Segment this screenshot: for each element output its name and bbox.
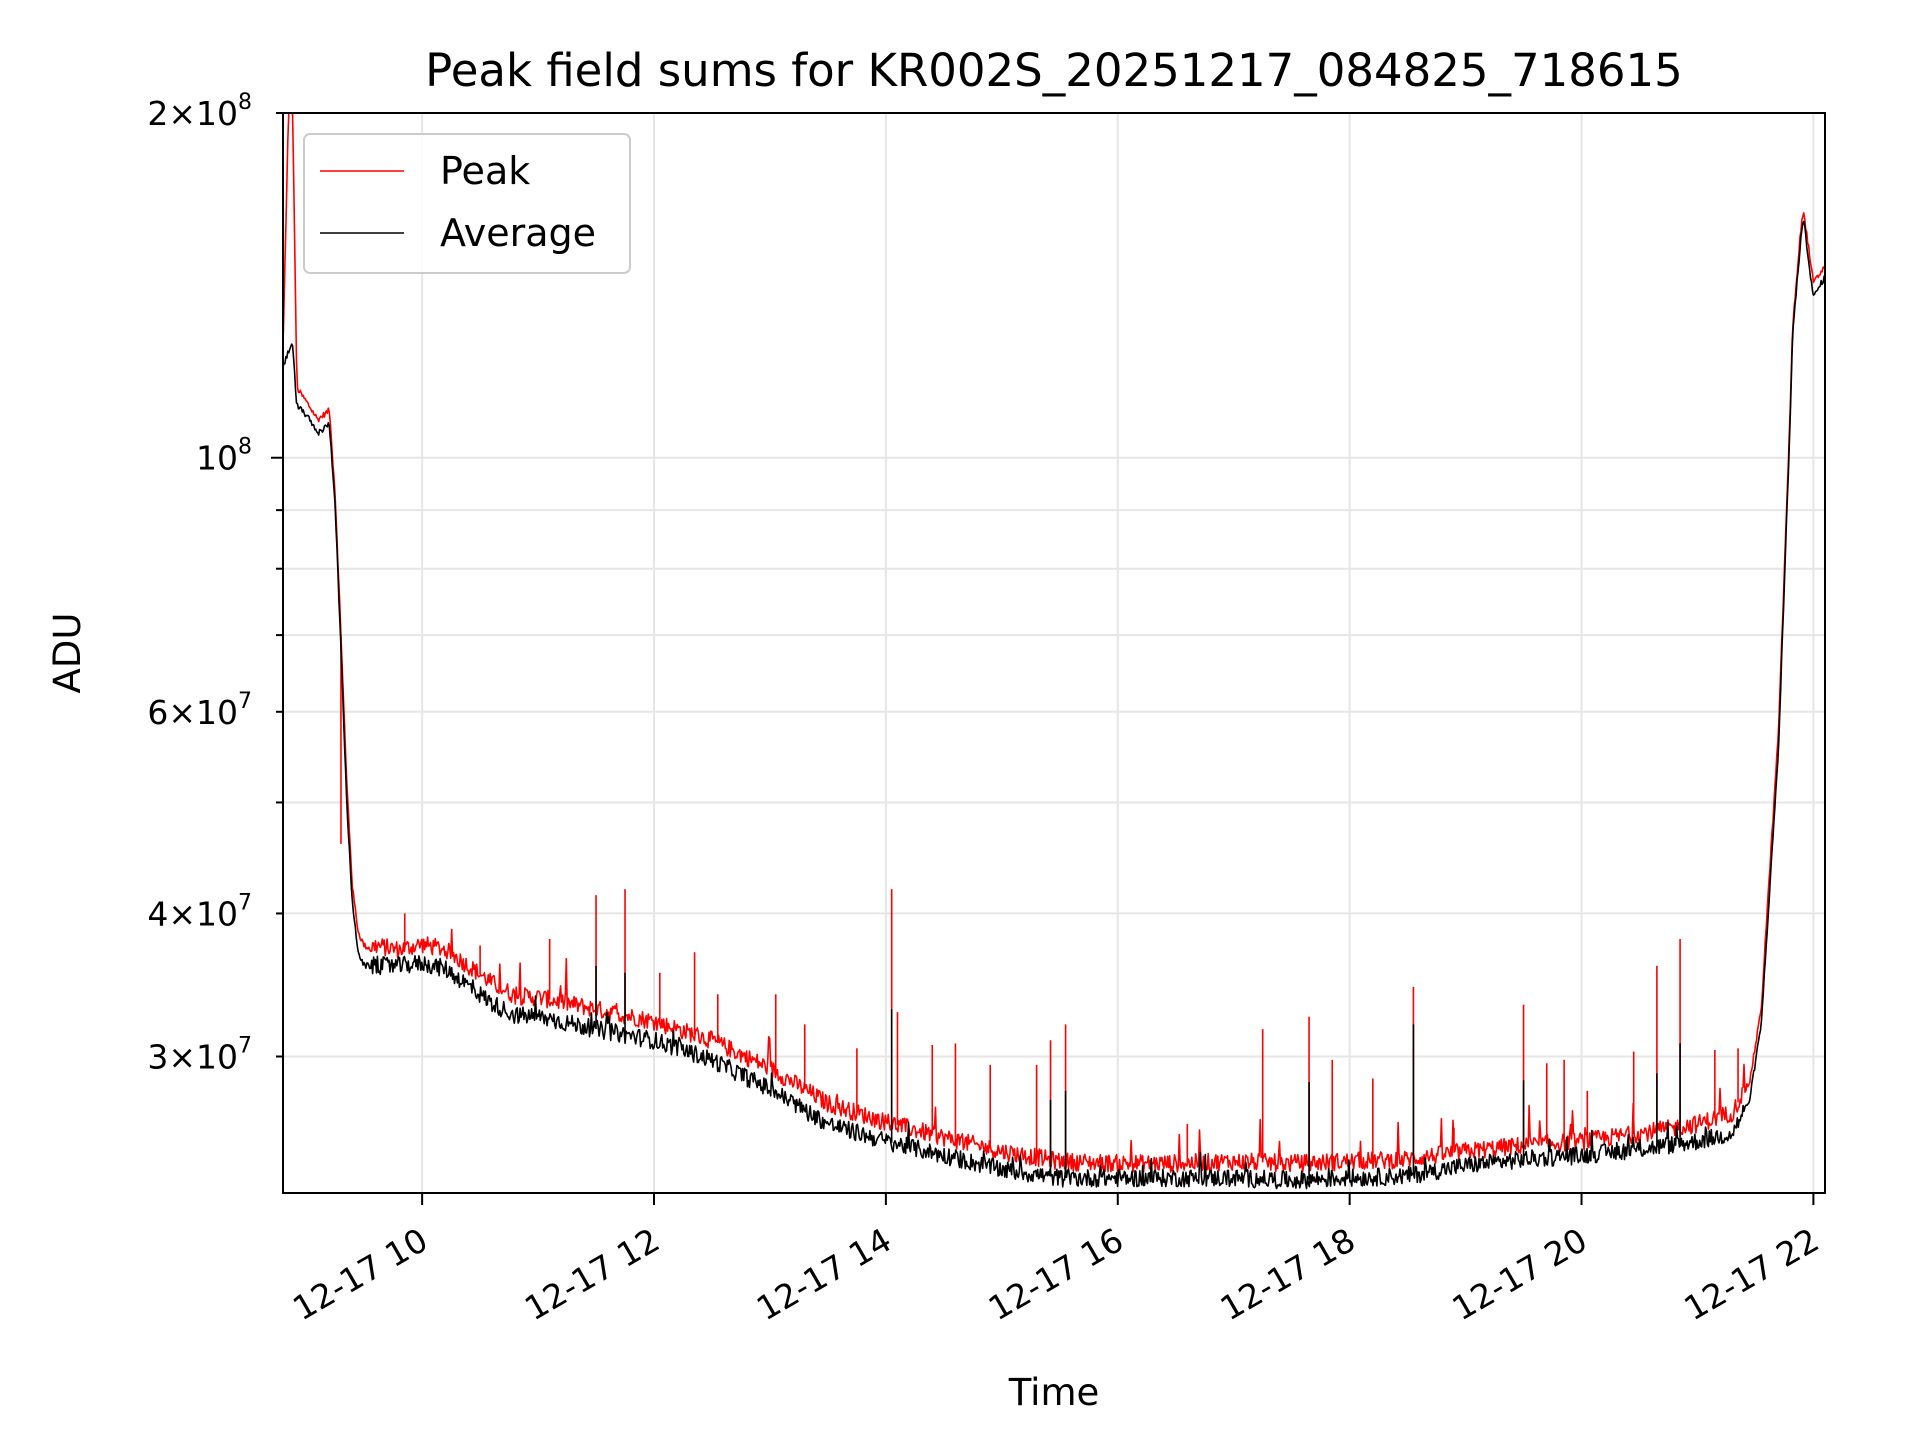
legend-label-average: Average	[440, 211, 596, 255]
y-tick-label: 108	[196, 435, 252, 478]
y-tick-label-exponent: 8	[238, 90, 252, 115]
y-tick-label: 2×108	[147, 90, 252, 133]
legend-box	[303, 133, 631, 274]
y-tick-label-times: ×	[168, 1038, 196, 1077]
y-tick-label-mantissa: 4	[147, 894, 168, 933]
y-axis-label: ADU	[46, 613, 89, 694]
y-tick-label: 3×107	[147, 1034, 252, 1077]
x-axis-label: Time	[1008, 1371, 1100, 1414]
series-line-average	[282, 220, 1826, 1190]
y-tick-label-times: ×	[168, 94, 196, 133]
series-line-peak	[282, 112, 1826, 1173]
y-tick-label-mantissa: 6	[147, 693, 168, 732]
plot-background	[283, 113, 1825, 1193]
y-tick-label-base: 10	[196, 1038, 238, 1077]
y-tick-label-mantissa: 2	[147, 94, 168, 133]
y-tick-label-base: 10	[196, 94, 238, 133]
y-tick-label-exponent: 7	[238, 890, 252, 915]
legend: Peak Average	[303, 133, 631, 274]
y-tick-label-exponent: 8	[238, 435, 252, 460]
y-tick-label: 6×107	[147, 689, 252, 732]
y-tick-label-base: 10	[196, 439, 238, 478]
y-tick-label-mantissa: 3	[147, 1038, 168, 1077]
legend-label-peak: Peak	[440, 149, 530, 193]
series-layer	[282, 112, 1826, 1190]
chart-title: Peak field sums for KR002S_20251217_0848…	[425, 44, 1683, 97]
y-tick-label-base: 10	[196, 693, 238, 732]
y-tick-label-exponent: 7	[238, 689, 252, 714]
plot-frame	[282, 112, 1826, 1194]
y-tick-label-times: ×	[168, 894, 196, 933]
plot-area	[282, 112, 1826, 1194]
y-tick-label-base: 10	[196, 894, 238, 933]
y-tick-label-times: ×	[168, 693, 196, 732]
y-tick-label: 4×107	[147, 890, 252, 933]
y-tick-label-exponent: 7	[238, 1034, 252, 1059]
